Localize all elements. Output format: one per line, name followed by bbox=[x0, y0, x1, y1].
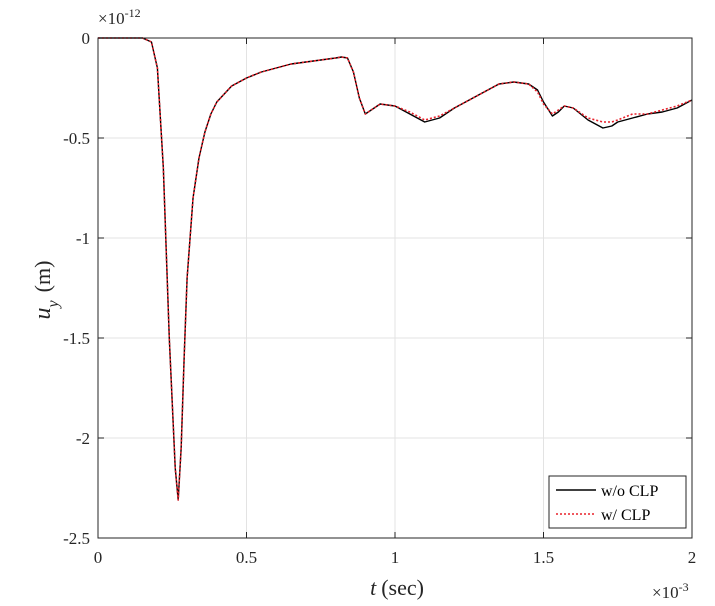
tick-labels: 0 0.5 1 1.5 2 0 -0.5 -1 -1.5 -2 -2.5 bbox=[63, 29, 696, 567]
legend: w/o CLP w/ CLP bbox=[548, 475, 687, 529]
x-exponent-label: ×10-3 bbox=[652, 580, 689, 602]
x-exponent-power: -3 bbox=[679, 580, 689, 594]
x-exponent-base: ×10 bbox=[652, 583, 679, 602]
y-exponent-power: -12 bbox=[125, 6, 141, 20]
y-tick-label: -2 bbox=[76, 429, 90, 448]
y-tick-label: -0.5 bbox=[63, 129, 90, 148]
x-tick-label: 0 bbox=[94, 548, 103, 567]
series-line-w-clp bbox=[98, 37, 693, 501]
x-tick-label: 1.5 bbox=[533, 548, 554, 567]
x-axis-label: t (sec) bbox=[370, 575, 424, 600]
x-axis-unit: (sec) bbox=[381, 575, 424, 600]
y-axis-label: uy (m) bbox=[30, 261, 62, 320]
x-tick-label: 1 bbox=[391, 548, 400, 567]
y-axis-unit: (m) bbox=[30, 261, 55, 293]
y-axis-variable: u bbox=[30, 307, 56, 319]
y-tick-label: -2.5 bbox=[63, 529, 90, 548]
x-axis-variable: t bbox=[370, 575, 377, 600]
y-exponent-base: ×10 bbox=[98, 9, 125, 28]
x-tick-label: 0.5 bbox=[236, 548, 257, 567]
y-axis-subscript: y bbox=[45, 299, 62, 309]
legend-label-wo-clp: w/o CLP bbox=[601, 483, 658, 500]
y-exponent-label: ×10-12 bbox=[98, 6, 141, 28]
y-tick-label: 0 bbox=[82, 29, 91, 48]
y-tick-label: -1.5 bbox=[63, 329, 90, 348]
x-tick-label: 2 bbox=[688, 548, 697, 567]
ticks bbox=[97, 37, 693, 539]
y-tick-label: -1 bbox=[76, 229, 90, 248]
series-layer bbox=[98, 37, 693, 501]
legend-box bbox=[548, 475, 687, 529]
legend-label-w-clp: w/ CLP bbox=[601, 507, 650, 524]
